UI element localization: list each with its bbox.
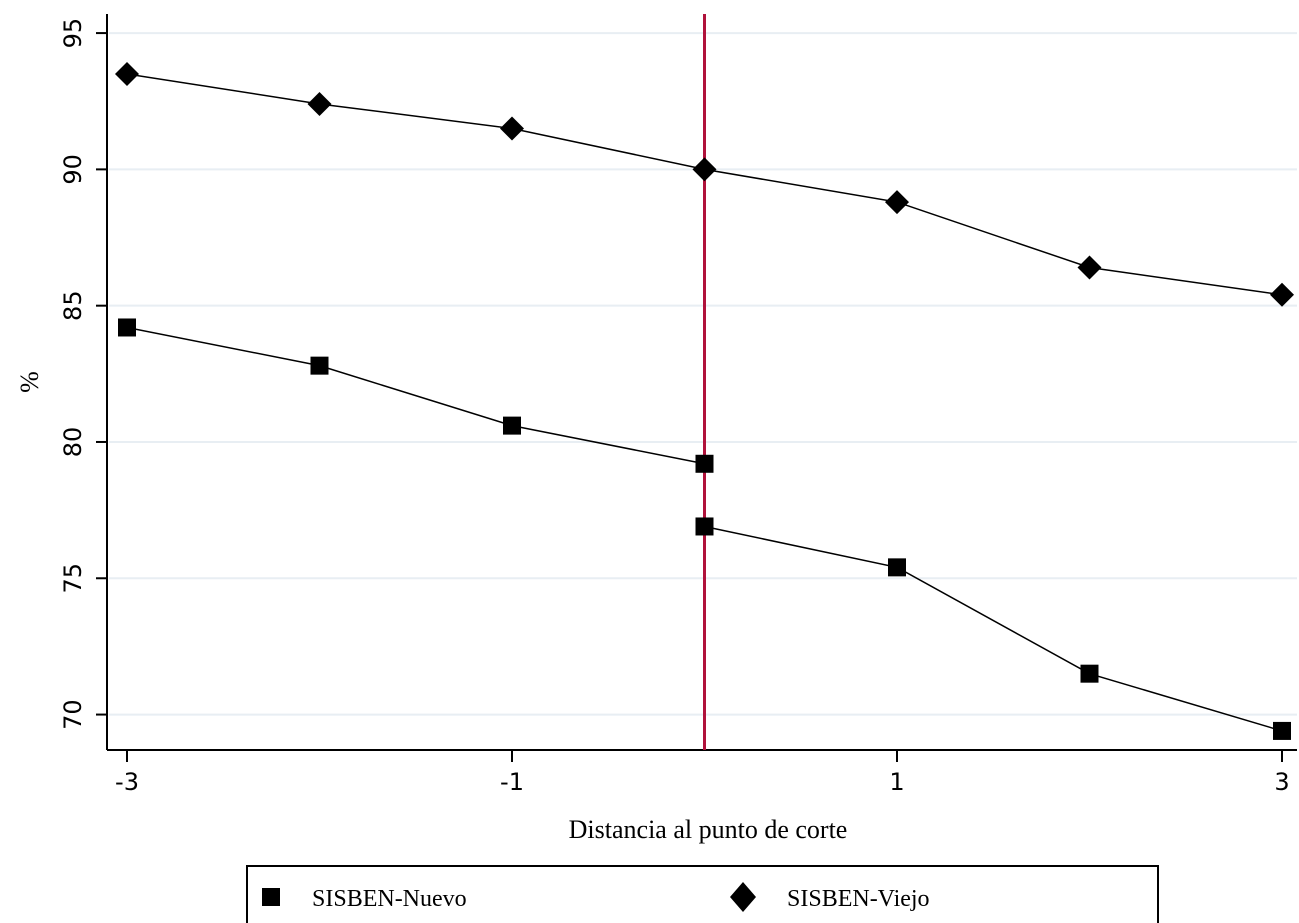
point-diamond-1-0-1 [307,91,332,116]
x-tick-label-0: -3 [115,768,139,796]
point-square-0-1-1 [888,558,906,577]
y-tick-label-5: 95 [59,18,87,49]
y-ticks: 70 75 80 85 90 95 [59,18,107,730]
legend-box [246,865,1159,923]
point-diamond-1-0-3 [692,157,717,182]
x-tick-label-1: -1 [500,768,524,796]
point-square-0-0-1 [310,356,329,375]
point-diamond-1-0-4 [885,190,909,215]
x-tick-label-3: 3 [1274,768,1289,796]
point-square-0-0-2 [503,416,521,435]
legend-marker-square [262,888,280,906]
series-line-0-1 [704,525,1283,732]
legend-marker-diamond [730,882,756,912]
y-tick-label-2: 80 [59,427,87,458]
series-markers [115,61,1294,740]
point-diamond-1-0-6 [1270,282,1294,307]
legend: SISBEN-Nuevo SISBEN-Viejo [246,865,1159,923]
legend-label-viejo: SISBEN-Viejo [787,886,930,912]
legend-label-nuevo: SISBEN-Nuevo [312,886,467,912]
x-axis-title: Distancia al punto de corte [569,815,848,844]
y-tick-label-4: 90 [59,154,87,185]
point-square-0-1-2 [1080,664,1099,683]
point-square-0-1-3 [1273,721,1291,740]
point-diamond-1-0-5 [1077,255,1102,280]
point-square-0-0-3 [695,454,714,473]
point-square-0-0-0 [118,318,136,337]
y-tick-label-1: 75 [59,563,87,594]
point-diamond-1-0-2 [500,116,524,141]
x-ticks: -3 -1 1 3 [115,750,1290,796]
y-axis-title: % [15,371,44,393]
y-tick-label-3: 85 [59,290,87,321]
series-line-0-0 [126,326,705,465]
point-diamond-1-0-0 [115,61,139,86]
y-tick-label-0: 70 [59,699,87,730]
point-square-0-1-0 [695,517,714,536]
x-tick-label-2: 1 [889,768,904,796]
